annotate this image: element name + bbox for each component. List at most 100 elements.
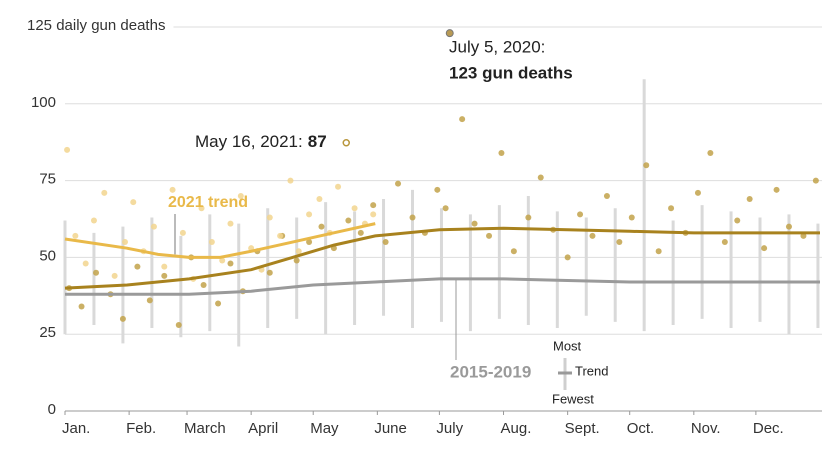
dot [198,205,205,212]
dot [351,205,358,212]
dot [643,162,650,169]
dot [471,220,478,227]
dot [287,177,294,184]
dot [707,149,714,156]
dot [161,263,168,270]
annotation: May 16, 2021: 87 [195,132,327,151]
dot [459,116,466,123]
dot [266,269,273,276]
dot [78,303,85,310]
dot [90,217,97,224]
dot [628,214,635,221]
dot [434,186,441,193]
dot [773,186,780,193]
trend-line [65,277,820,296]
dot [306,211,313,218]
x-tick-label: July [436,420,463,437]
dot [357,229,364,236]
x-tick-label: Aug. [501,420,532,437]
dot [616,239,623,246]
series-label: 2015-2019 [450,362,531,381]
x-tick-label: Feb. [126,420,156,437]
dot [316,196,323,203]
dot [219,257,226,264]
dot [111,272,118,279]
dot [121,239,128,246]
x-tick-label: April [248,420,278,437]
dot [603,192,610,199]
legend-most: Most [553,338,582,353]
dot [215,300,222,307]
x-tick-label: Jan. [62,420,90,437]
series-label: 2021 trend [168,194,248,211]
annotation-value: 87 [308,132,327,151]
dot [409,214,416,221]
dot [577,211,584,218]
x-tick-label: Oct. [627,420,655,437]
dot [208,239,215,246]
trend-line [64,226,820,290]
dot [318,223,325,230]
dot [146,297,153,304]
dot [101,189,108,196]
x-tick-label: May [310,420,339,437]
dot [93,269,100,276]
dot [800,232,807,239]
dot [395,180,402,187]
dot [169,186,176,193]
dot [130,199,137,206]
dot [227,220,234,227]
dot [382,239,389,246]
dot [134,263,141,270]
dot [345,217,352,224]
dot [277,232,284,239]
dot [150,223,157,230]
dot [335,183,342,190]
trend-line [64,222,376,259]
dot [200,282,207,289]
dot [761,245,768,252]
dot [812,177,819,184]
dot [734,217,741,224]
dot [370,202,377,209]
legend: Most Trend Fewest [552,338,608,406]
dot [306,239,313,246]
dot [227,260,234,267]
x-tick-label: March [184,420,226,437]
dot [179,229,186,236]
dot [64,146,71,153]
dot [510,248,517,255]
annotation: 123 gun deaths [449,63,573,82]
dot [668,205,675,212]
dot [119,315,126,322]
dot [655,248,662,255]
dot [442,205,449,212]
y-tick-label: 125 daily gun deaths [27,17,165,34]
annotation-date: May 16, 2021: [195,132,303,151]
dot [525,214,532,221]
highlight-dot [342,138,350,147]
dot [370,211,377,218]
dot [72,232,79,239]
x-tick-label: June [374,420,407,437]
dot [237,192,244,199]
dot [498,149,505,156]
dot [266,214,273,221]
y-tick-label: 100 [31,94,56,111]
y-tick-label: 75 [39,171,56,188]
dot [175,321,182,328]
dot [537,174,544,181]
dot [694,189,701,196]
dot [293,257,300,264]
dot [486,232,493,239]
y-tick-label: 50 [39,247,56,264]
dot [564,254,571,261]
dot [161,272,168,279]
dot [295,248,302,255]
legend-fewest: Fewest [552,391,594,406]
y-tick-label: 25 [39,324,56,341]
y-tick-label: 0 [48,401,56,418]
x-tick-label: Dec. [753,420,784,437]
annotation: July 5, 2020: [449,37,545,56]
